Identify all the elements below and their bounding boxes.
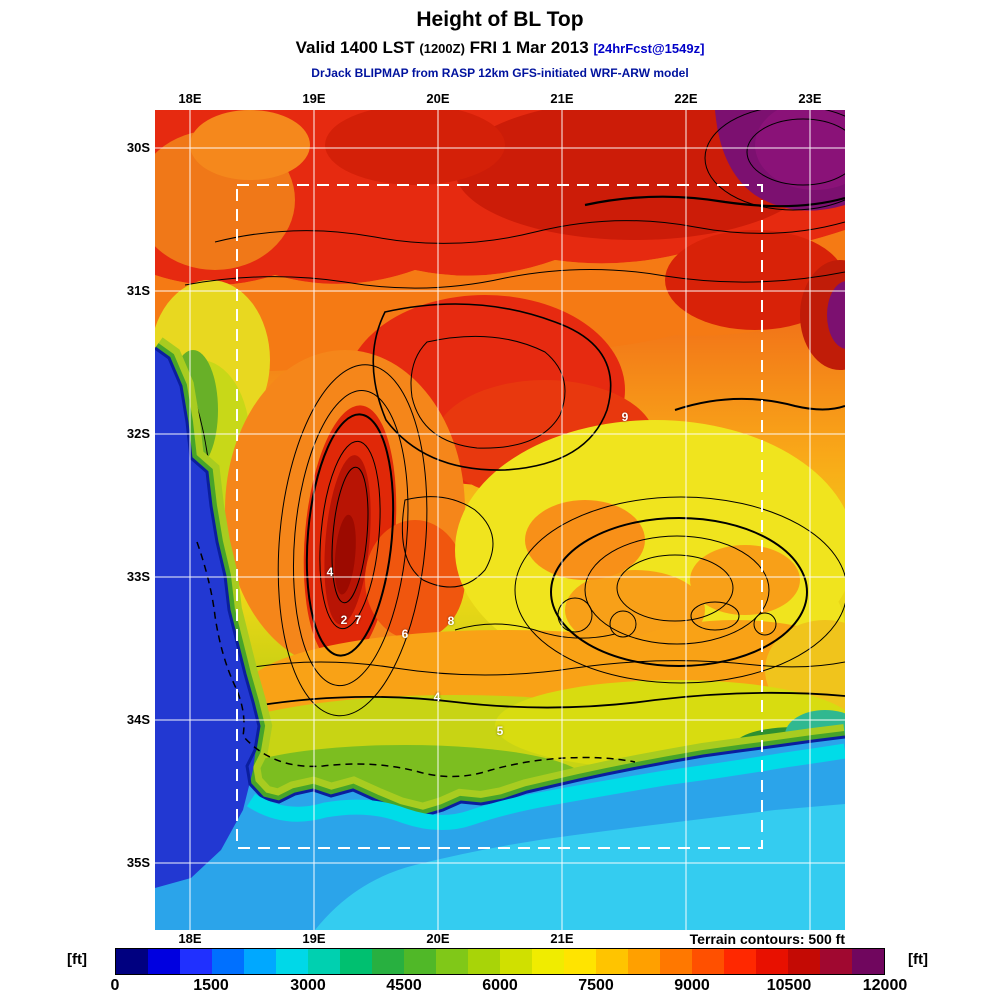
lat-tick-left-34s: 34S: [126, 712, 150, 727]
lat-tick-left-33s: 33S: [126, 569, 150, 584]
contour-label: 5: [496, 724, 504, 738]
colorbar: [115, 948, 885, 975]
valid-date-label: FRI 1 Mar 2013: [469, 38, 589, 57]
colorbar-unit-left: [ft]: [67, 951, 87, 968]
colorbar-tick: 12000: [862, 977, 908, 994]
lat-tick-left-35s: 35S: [126, 855, 150, 870]
lon-tick-top-21e: 21E: [550, 91, 574, 106]
lon-tick-top-19e: 19E: [302, 91, 326, 106]
colorbar-tick: 1500: [193, 977, 229, 994]
lon-tick-top-20e: 20E: [426, 91, 450, 106]
valid-zulu-label: (1200Z): [419, 41, 465, 56]
contour-label: 4: [433, 690, 441, 704]
contour-label: 4: [326, 565, 334, 579]
lon-tick-top-18e: 18E: [178, 91, 202, 106]
contour-label: 8: [447, 614, 455, 628]
colorbar-tick: 10500: [766, 977, 812, 994]
bl-top-map: 9 4 2 7 6 8 4 5: [135, 100, 885, 930]
contour-field-graphic: [135, 100, 885, 930]
lon-tick-bottom-21e: 21E: [550, 931, 574, 946]
colorbar-tick: 3000: [290, 977, 326, 994]
lon-tick-top-23e: 23E: [798, 91, 822, 106]
colorbar-tick: 7500: [578, 977, 614, 994]
page-title: Height of BL Top: [416, 8, 584, 31]
colorbar-tick: 0: [110, 977, 120, 994]
colorbar-tick: 6000: [482, 977, 518, 994]
lat-tick-left-30s: 30S: [126, 140, 150, 155]
terrain-contours-note: Terrain contours: 500 ft: [689, 931, 845, 947]
lon-tick-bottom-18e: 18E: [178, 931, 202, 946]
colorbar-tick: 9000: [674, 977, 710, 994]
lat-tick-left-31s: 31S: [126, 283, 150, 298]
contour-label: 6: [401, 627, 409, 641]
forecast-tag: [24hrFcst@1549z]: [593, 41, 705, 56]
lat-tick-left-32s: 32S: [126, 426, 150, 441]
valid-time-label: Valid 1400 LST: [295, 38, 415, 57]
contour-label: 9: [621, 410, 629, 424]
colorbar-tick: 4500: [386, 977, 422, 994]
lon-tick-top-22e: 22E: [674, 91, 698, 106]
contour-label: 7: [354, 613, 362, 627]
lon-tick-bottom-19e: 19E: [302, 931, 326, 946]
valid-line: Valid 1400 LST (1200Z) FRI 1 Mar 2013 [2…: [0, 38, 1000, 58]
lon-tick-bottom-20e: 20E: [426, 931, 450, 946]
contour-label: 2: [340, 613, 348, 627]
model-line: DrJack BLIPMAP from RASP 12km GFS-initia…: [311, 66, 689, 80]
colorbar-unit-right: [ft]: [908, 951, 928, 968]
